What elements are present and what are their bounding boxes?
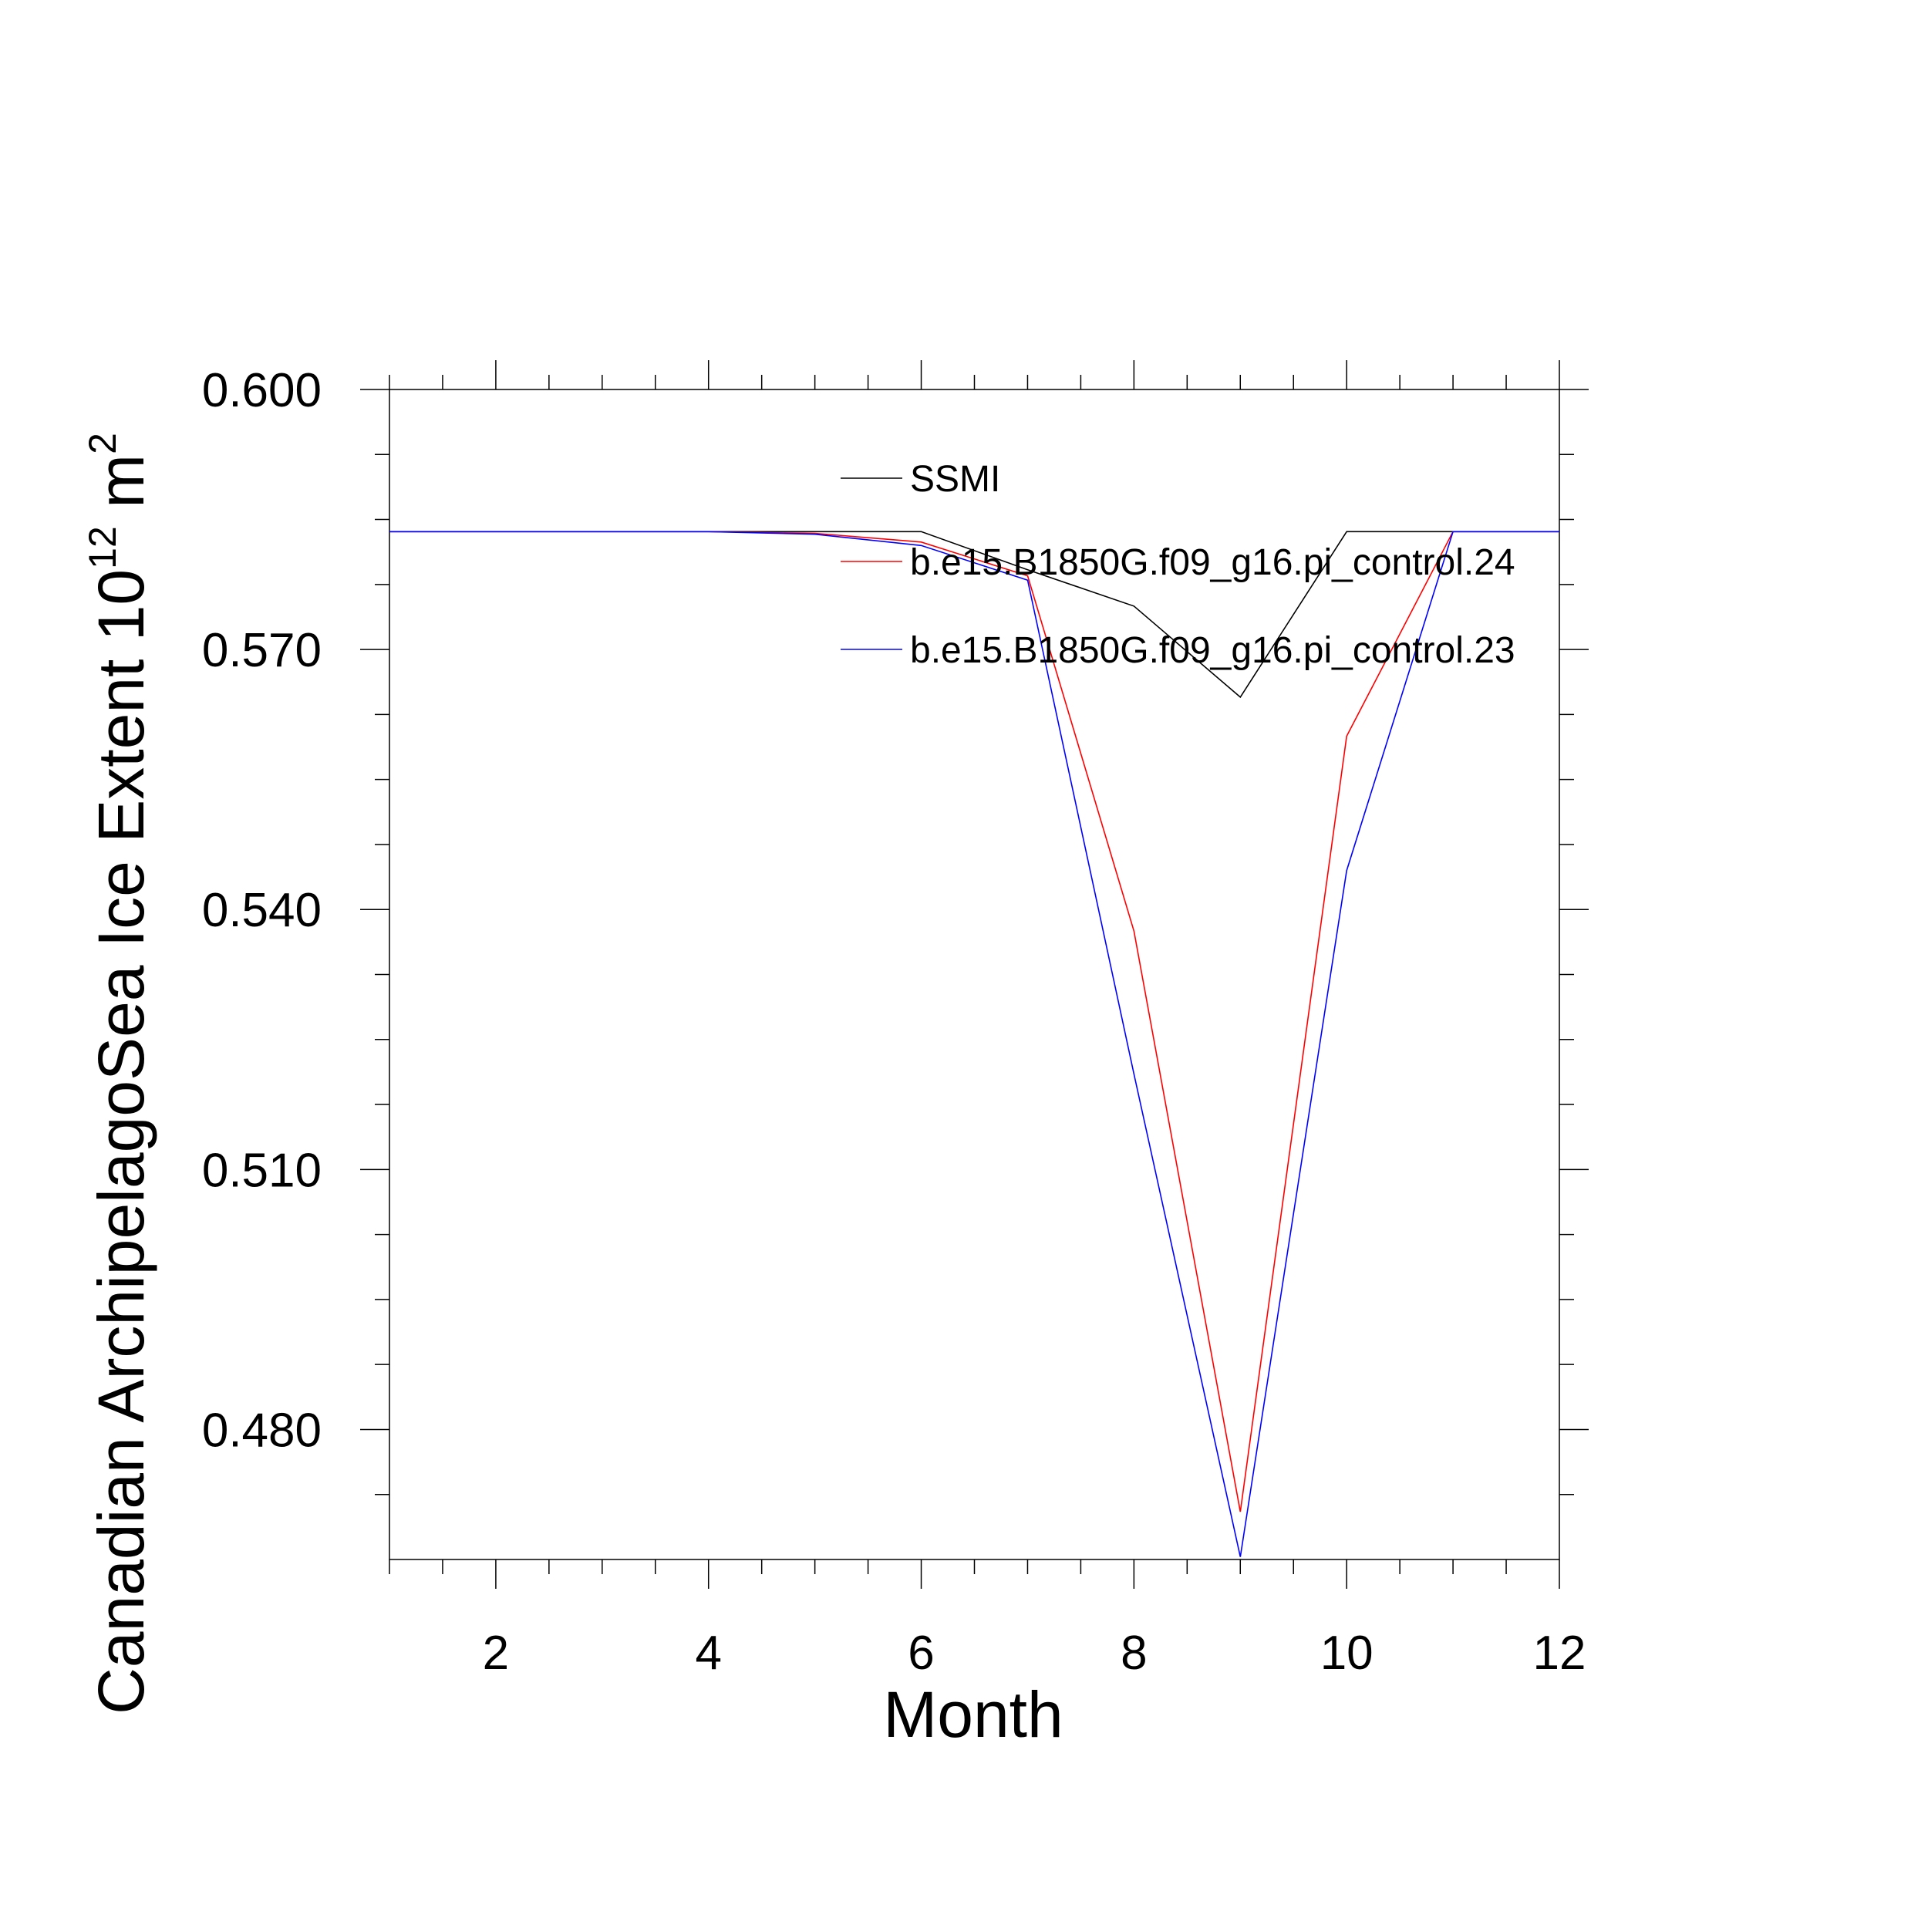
y-tick-label: 0.600	[202, 364, 322, 417]
x-tick-label: 2	[483, 1627, 509, 1680]
axes-layer: 2 4 6 8 10 12 0.480 0.510 0.540 0.570 0.600	[202, 360, 1589, 1680]
y-axis-title-unit-exponent: 2	[81, 433, 124, 454]
legend: SSMI b.e15.B1850G.f09_g16.pi_control.24 b.…	[841, 459, 1515, 671]
y-tick-label: 0.570	[202, 624, 322, 677]
y-axis-title-unit: m	[85, 454, 157, 526]
x-axis-title: Month	[883, 1678, 1063, 1751]
series-layer	[389, 531, 1559, 1557]
x-tick-label: 6	[908, 1627, 934, 1680]
y-tick-label: 0.510	[202, 1144, 322, 1197]
legend-label-1: SSMI	[910, 459, 1000, 500]
x-tick-label: 4	[695, 1627, 721, 1680]
legend-label-3: b.e15.B1850G.f09_g16.pi_control.23	[910, 630, 1515, 671]
legend-label-2: b.e15.B1850G.f09_g16.pi_control.24	[910, 542, 1515, 583]
series-line-2	[389, 531, 1559, 1512]
y-tick-label: 0.480	[202, 1404, 322, 1457]
y-tick-label: 0.540	[202, 884, 322, 937]
y-axis-title-main: Canadian ArchipelagoSea Ice Extent 10	[85, 569, 157, 1715]
series-line-3	[389, 531, 1559, 1557]
y-axis-title: Canadian ArchipelagoSea Ice Extent 1012 …	[81, 433, 157, 1715]
x-tick-label: 12	[1533, 1627, 1586, 1680]
x-tick-label: 8	[1121, 1627, 1147, 1680]
x-tick-label: 10	[1320, 1627, 1374, 1680]
y-axis-title-exponent: 12	[81, 526, 124, 569]
